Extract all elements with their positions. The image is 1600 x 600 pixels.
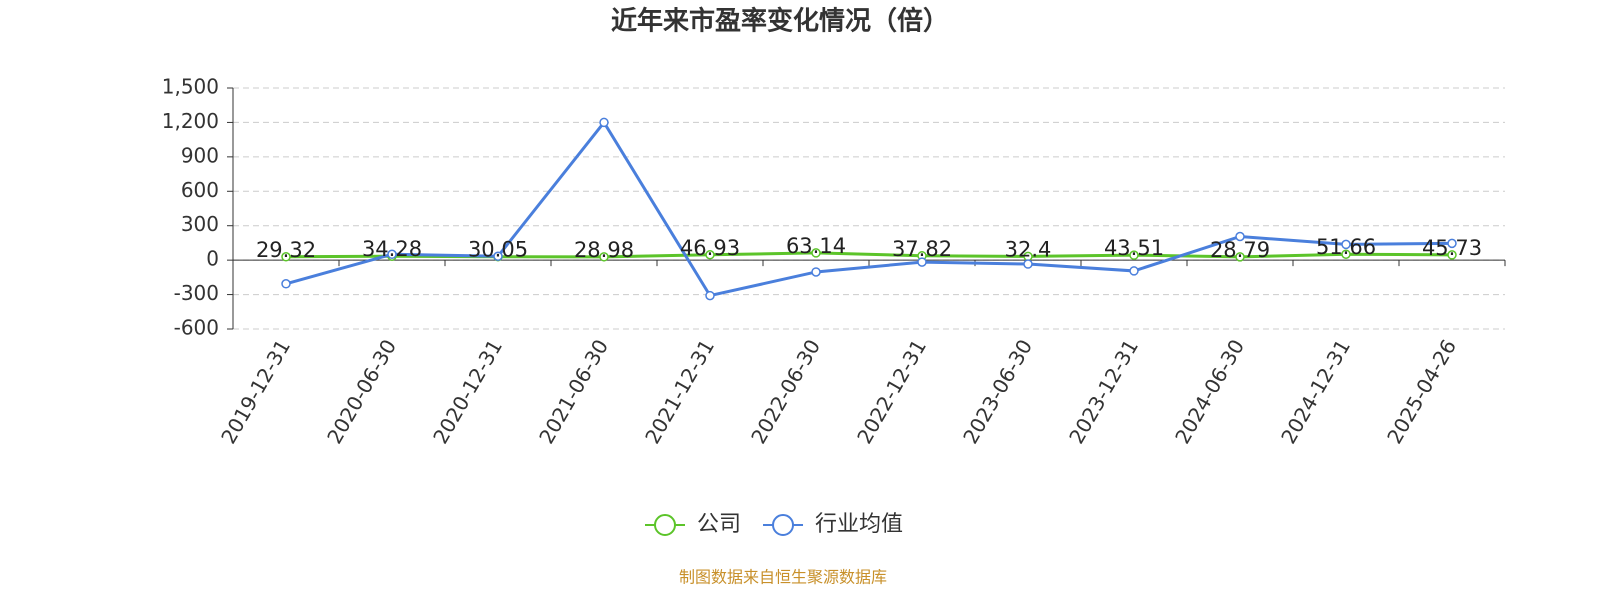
- point: [599, 117, 609, 128]
- x-tick-label: 2024-12-31: [1276, 335, 1355, 448]
- point: [811, 267, 821, 277]
- series-line: [285, 119, 1453, 298]
- point: [387, 249, 397, 260]
- point: [705, 250, 715, 260]
- y-tick-label: 0: [206, 247, 219, 271]
- data-label: 28.79: [1210, 238, 1270, 262]
- point: [1129, 250, 1139, 260]
- x-tick-label: 2022-12-31: [852, 335, 931, 448]
- point: [1235, 252, 1245, 262]
- data-label: 34.28: [362, 237, 422, 261]
- point: [705, 290, 715, 301]
- data-label: 43.51: [1104, 236, 1164, 260]
- x-tick-label: 2023-12-31: [1064, 335, 1143, 448]
- data-label: 63.14: [786, 234, 846, 258]
- point: [1129, 266, 1139, 276]
- point: [1341, 239, 1351, 250]
- x-tick-label: 2025-04-26: [1382, 335, 1461, 448]
- y-tick-label: 300: [181, 212, 219, 236]
- chart-title: 近年来市盈率变化情况（倍）: [611, 6, 949, 37]
- y-tick-label: 1,200: [162, 109, 219, 133]
- point: [811, 248, 821, 258]
- data-label: 37.82: [892, 237, 952, 261]
- x-tick-label: 2023-06-30: [958, 335, 1037, 448]
- x-tick-label: 2022-06-30: [746, 335, 825, 448]
- legend-marker: [772, 514, 795, 536]
- point: [1341, 249, 1351, 259]
- legend-marker: [654, 514, 676, 536]
- point: [917, 257, 927, 267]
- x-tick-label: 2019-12-31: [216, 335, 295, 448]
- x-tick-label: 2024-06-30: [1170, 335, 1249, 448]
- data-label: 29.32: [256, 238, 316, 262]
- point: [281, 279, 291, 289]
- y-tick-label: 1,500: [162, 75, 219, 99]
- y-tick-label: 900: [181, 143, 219, 167]
- x-tick-label: 2021-06-30: [534, 335, 613, 448]
- y-tick-label: -600: [174, 316, 219, 340]
- point: [1023, 259, 1033, 269]
- x-tick-label: 2020-06-30: [322, 335, 401, 448]
- point: [493, 251, 503, 261]
- point: [1235, 231, 1245, 242]
- data-label: 32.4: [1005, 237, 1052, 261]
- x-tick-label: 2020-12-31: [428, 335, 507, 448]
- legend-label: 公司: [697, 512, 741, 537]
- point: [599, 252, 609, 262]
- data-label: 28.98: [574, 238, 634, 262]
- y-tick-label: -300: [174, 281, 219, 305]
- data-label: 51.66: [1316, 235, 1376, 259]
- legend-label: 行业均值: [815, 512, 903, 537]
- data-label: 46.93: [680, 236, 740, 260]
- y-tick-label: 600: [181, 178, 219, 202]
- point: [1447, 250, 1457, 260]
- x-tick-label: 2021-12-31: [640, 335, 719, 448]
- data-label: 30.05: [468, 238, 528, 262]
- source-note: 制图数据来自恒生聚源数据库: [679, 568, 887, 587]
- point: [1447, 238, 1457, 249]
- point: [281, 252, 291, 262]
- data-label: 45.73: [1422, 236, 1482, 260]
